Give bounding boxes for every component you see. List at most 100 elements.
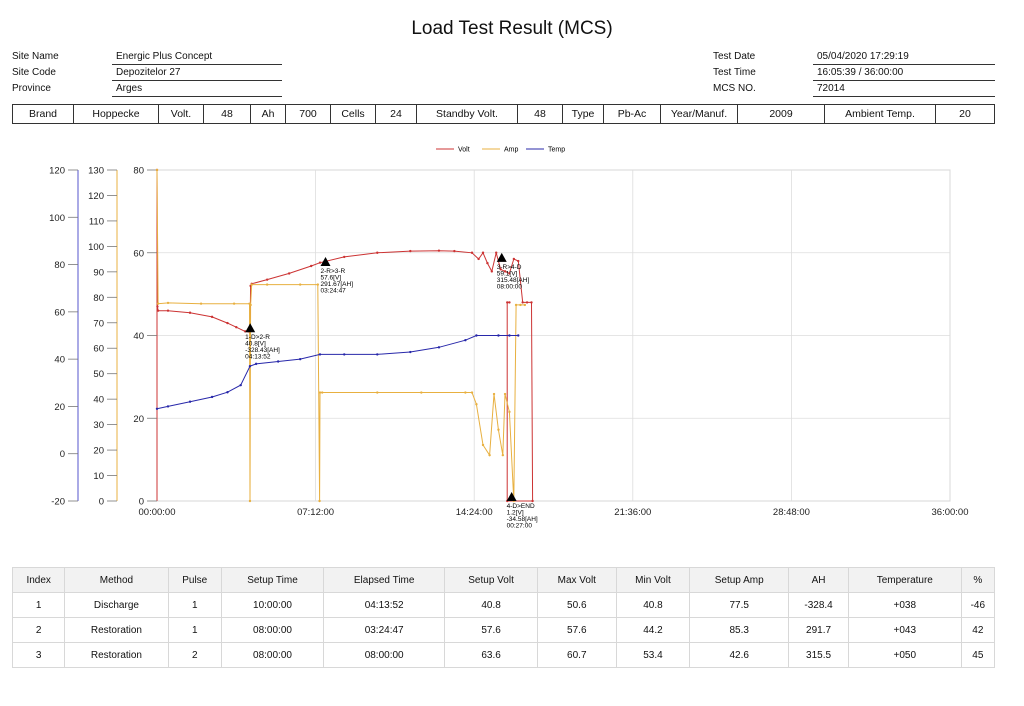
- results-table: Index Method Pulse Setup Time Elapsed Time Se…: [11, 567, 996, 668]
- spec-ah-label: Ah: [250, 104, 286, 124]
- results-header-cell: Min Volt: [615, 567, 691, 593]
- data-point: [486, 261, 489, 265]
- data-point: [512, 257, 516, 261]
- spec-row: Brand Hoppecke Volt. 48 Ah 700 Cells 24 …: [12, 104, 995, 124]
- results-cell: 42.6: [689, 642, 790, 668]
- results-header-cell: Temperature: [847, 567, 962, 593]
- data-point: [210, 315, 214, 319]
- annotation-marker: [245, 323, 256, 333]
- data-point: [503, 270, 507, 273]
- data-point: [437, 346, 441, 349]
- results-cell: -328.4: [788, 592, 849, 618]
- amp-axis-tick-label: 60: [93, 344, 104, 355]
- data-point: [155, 168, 159, 172]
- data-point: [226, 391, 229, 394]
- temp-axis-tick-label: 20: [54, 402, 65, 413]
- results-cell: Discharge: [64, 592, 169, 618]
- results-cell: 40.8: [444, 592, 538, 618]
- temp-axis-tick-label: -20: [51, 497, 65, 508]
- volt-axis-tick-label: 20: [133, 414, 144, 425]
- amp-axis-tick-label: 100: [88, 242, 104, 253]
- volt-axis-tick-label: 40: [133, 331, 144, 342]
- results-cell: 315.5: [788, 642, 849, 668]
- annotation-label: 4-D>END: [507, 503, 535, 510]
- data-point: [318, 499, 321, 503]
- legend-entry: Volt: [458, 147, 470, 154]
- data-point: [477, 257, 480, 261]
- temp-axis-tick-label: 0: [60, 449, 65, 460]
- data-point: [481, 443, 485, 447]
- results-header-cell: Setup Time: [220, 567, 325, 593]
- results-cell: 45: [960, 642, 996, 668]
- results-cell: 2: [11, 617, 66, 643]
- data-point: [506, 301, 509, 304]
- amp-axis-tick-label: 110: [89, 216, 104, 227]
- data-point: [508, 334, 511, 337]
- spec-brand-label: Brand: [12, 104, 74, 124]
- data-point: [250, 283, 253, 286]
- data-point: [497, 334, 500, 337]
- results-cell: -46: [960, 592, 996, 618]
- data-point: [453, 249, 456, 253]
- results-cell: 291.7: [788, 617, 849, 643]
- results-header-cell: Max Volt: [536, 567, 617, 593]
- results-header-cell: Setup Volt: [444, 567, 538, 593]
- site-name-value: Energic Plus Concept: [112, 50, 282, 65]
- results-cell: 10:00:00: [220, 592, 325, 618]
- results-cell: 1: [167, 592, 222, 618]
- mcs-no-label: MCS NO.: [713, 83, 756, 94]
- x-tick-label: 21:36:00: [614, 507, 651, 518]
- results-header-cell: Method: [64, 567, 169, 593]
- data-point: [276, 360, 280, 363]
- data-point: [318, 261, 322, 264]
- data-point: [210, 395, 214, 399]
- data-point: [409, 249, 412, 253]
- data-point: [376, 391, 379, 394]
- results-cell: 1: [167, 617, 222, 643]
- annotation-label: -34.58[AH]: [507, 516, 538, 523]
- test-date-label: Test Date: [713, 51, 756, 62]
- data-point: [409, 350, 412, 354]
- annotation-label: -328.43[AH]: [245, 347, 280, 354]
- x-tick-label: 28:48:00: [773, 507, 810, 518]
- data-point: [199, 302, 203, 305]
- results-cell: +050: [847, 642, 962, 668]
- annotation-label: 1-D>2-R: [245, 334, 270, 341]
- amp-axis-tick-label: 90: [93, 267, 104, 278]
- table-row: 1 Discharge 1 10:00:00 04:13:52 40.8 50.6 40.8 7…: [11, 592, 996, 618]
- results-cell: 04:13:52: [323, 592, 446, 618]
- spec-volt-value: 48: [203, 104, 251, 124]
- data-point: [517, 334, 520, 337]
- data-point: [239, 383, 242, 387]
- data-point: [464, 339, 467, 342]
- data-point: [420, 391, 423, 394]
- data-point: [316, 283, 320, 286]
- spec-brand-value: Hoppecke: [73, 104, 159, 124]
- results-cell: 57.6: [444, 617, 538, 643]
- test-time-label: Test Time: [713, 67, 756, 78]
- data-point: [514, 303, 518, 307]
- temp-axis-tick-label: 60: [54, 307, 65, 318]
- data-point: [155, 407, 159, 410]
- data-point: [503, 392, 507, 396]
- spec-standby-volt-label: Standby Volt.: [416, 104, 518, 124]
- annotation-label: 1.2[V]: [507, 510, 524, 517]
- data-point: [437, 249, 441, 252]
- temp-axis-tick-label: 120: [49, 166, 65, 177]
- results-header-cell: Setup Amp: [689, 567, 790, 593]
- data-point: [235, 326, 238, 329]
- test-date-value: 05/04/2020 17:29:19: [813, 50, 995, 65]
- spec-ambient-temp-value: 20: [935, 104, 995, 124]
- results-cell: 57.6: [536, 617, 617, 643]
- data-point: [166, 301, 170, 305]
- load-test-chart: 00:00:00 07:12:00 14:24:00 21:36:00 28:48:00…: [49, 147, 968, 530]
- amp-axis-tick-label: 130: [88, 166, 104, 177]
- amp-axis-tick-label: 70: [93, 318, 104, 329]
- data-point: [464, 391, 467, 394]
- data-point: [226, 321, 229, 325]
- data-point: [343, 255, 346, 259]
- annotation-marker: [320, 256, 331, 266]
- amp-axis-tick-label: 40: [93, 395, 104, 406]
- data-point: [517, 259, 520, 263]
- results-cell: 08:00:00: [323, 642, 446, 668]
